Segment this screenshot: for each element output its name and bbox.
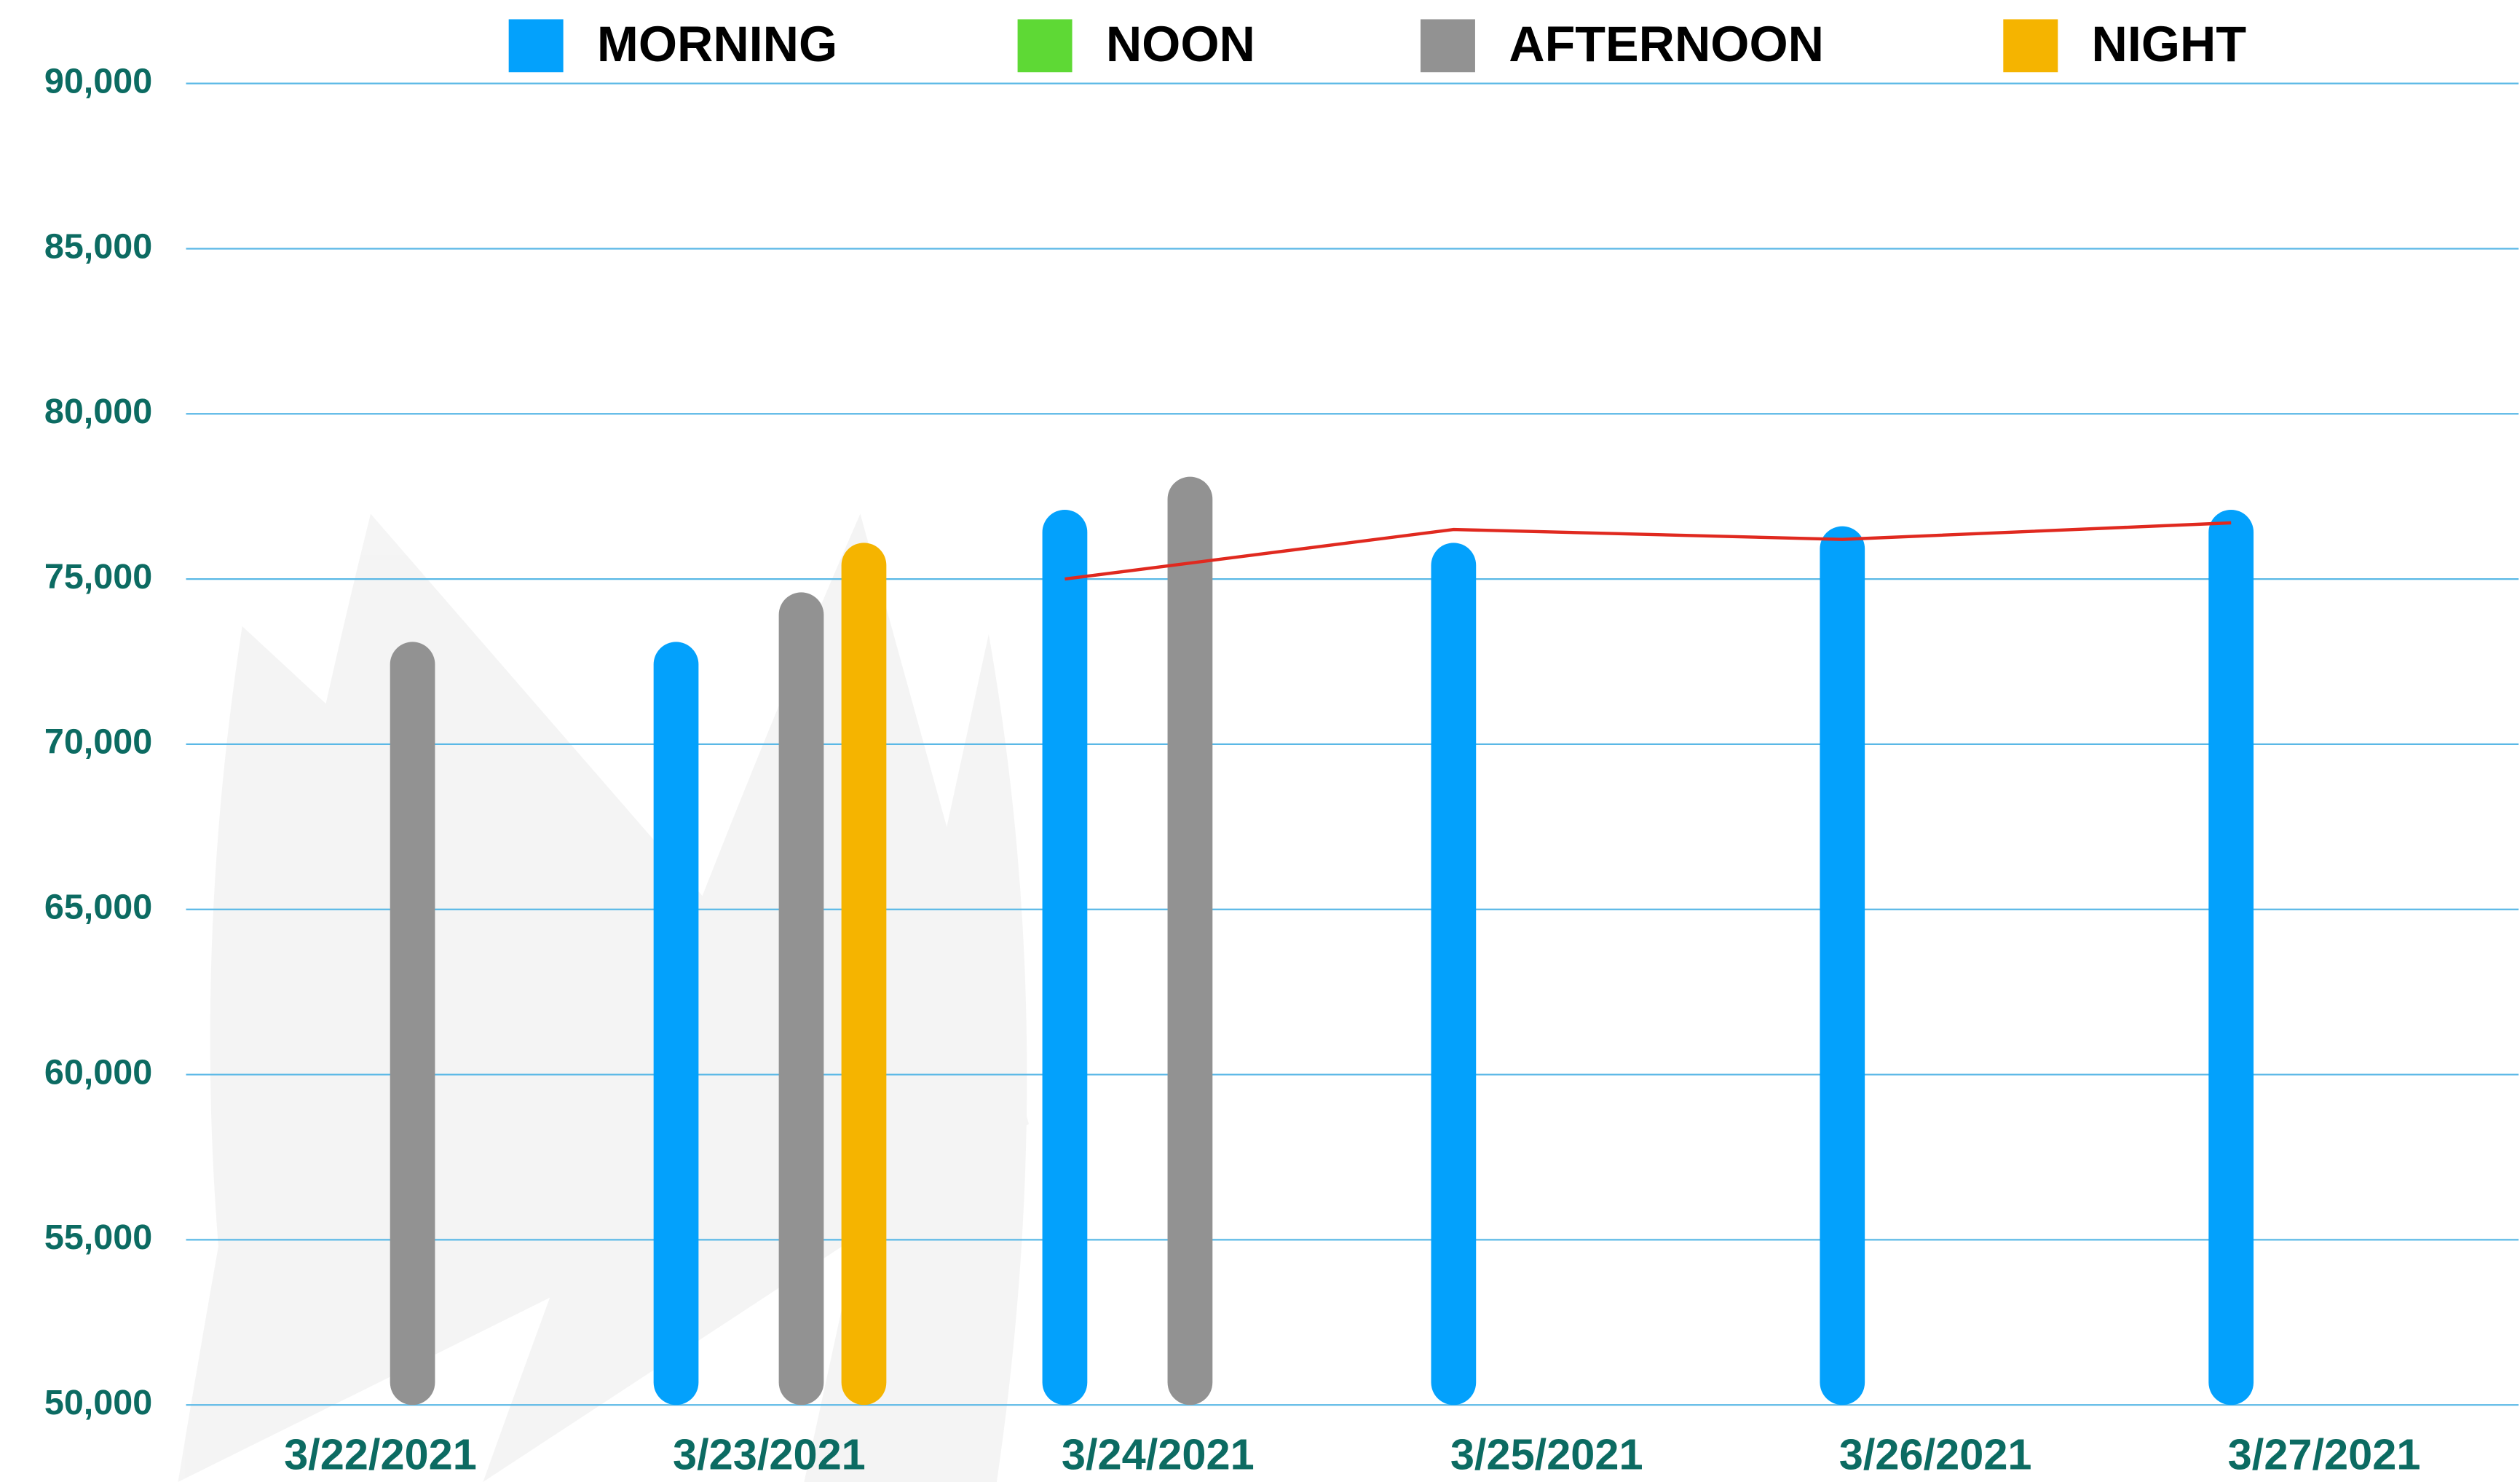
bar — [2208, 510, 2254, 1405]
y-tick-label: 85,000 — [44, 226, 152, 266]
bar — [1820, 527, 1865, 1406]
trend-line — [1065, 523, 2231, 579]
x-tick-label: 3/24/2021 — [1062, 1430, 1255, 1479]
y-tick-label: 75,000 — [44, 557, 152, 596]
chart: 50,000 55,000 60,000 65,000 70,000 75,000 80,0… — [0, 0, 2520, 1482]
x-tick-label: 3/27/2021 — [2228, 1430, 2421, 1479]
bar — [842, 543, 887, 1405]
x-tick-label: 3/25/2021 — [1450, 1430, 1643, 1479]
bar — [1043, 510, 1088, 1405]
legend-label: AFTERNOON — [1509, 17, 1824, 72]
y-tick-label: 60,000 — [44, 1052, 152, 1092]
x-tick-label: 3/23/2021 — [673, 1430, 866, 1479]
bar — [1431, 543, 1476, 1405]
legend-label: MORNING — [597, 17, 837, 72]
legend-swatch — [509, 19, 564, 72]
y-tick-label: 80,000 — [44, 392, 152, 431]
legend-label: NIGHT — [2092, 17, 2247, 72]
bar — [390, 642, 435, 1405]
legend-label: NOON — [1106, 17, 1255, 72]
x-tick-label: 3/22/2021 — [284, 1430, 477, 1479]
legend-swatch — [1421, 19, 1475, 72]
y-tick-label: 55,000 — [44, 1218, 152, 1257]
y-tick-label: 50,000 — [44, 1383, 152, 1422]
y-tick-label: 70,000 — [44, 722, 152, 762]
background-decor — [178, 514, 1029, 1482]
y-tick-label: 65,000 — [44, 888, 152, 927]
bar — [779, 592, 824, 1405]
y-tick-label: 90,000 — [44, 61, 152, 100]
legend-swatch — [1018, 19, 1073, 72]
page: 50,000 55,000 60,000 65,000 70,000 75,000 80,0… — [0, 0, 2520, 1482]
x-tick-label: 3/26/2021 — [1839, 1430, 2032, 1479]
bar — [1168, 477, 1213, 1406]
legend-swatch — [2003, 19, 2058, 72]
bar — [654, 642, 699, 1405]
